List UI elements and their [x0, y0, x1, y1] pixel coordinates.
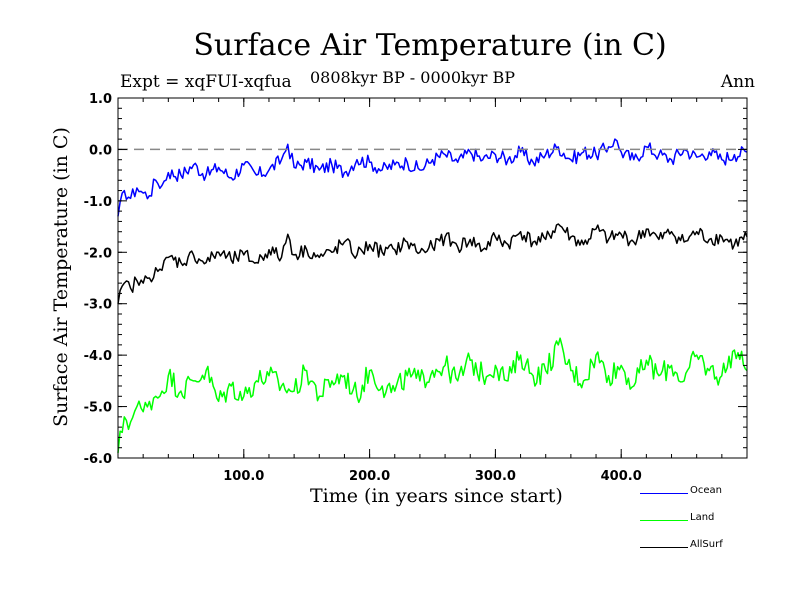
y-tick-label: -6.0 — [84, 452, 112, 467]
y-tick-label: -2.0 — [84, 246, 112, 261]
legend-label-allsurf: AllSurf — [690, 539, 723, 550]
legend-item-land: Land — [640, 507, 760, 534]
x-tick-label: 200.0 — [349, 469, 390, 484]
x-tick-label: 400.0 — [601, 469, 642, 484]
series-line-allsurf — [117, 223, 748, 304]
y-tick-label: -1.0 — [84, 195, 112, 210]
y-tick-label: -5.0 — [84, 401, 112, 416]
plot-frame — [117, 97, 748, 459]
x-tick-label: 300.0 — [475, 469, 516, 484]
legend: Ocean Land AllSurf — [640, 480, 760, 561]
x-tick-label: 100.0 — [223, 469, 264, 484]
y-tick-label: -3.0 — [84, 298, 112, 313]
legend-swatch-land — [640, 520, 688, 521]
legend-swatch-allsurf — [640, 547, 688, 548]
tick-layer: 100.0 200.0 300.0 400.0 1.0 0.0 -1.0 -2.0 -3.0 -4… — [84, 92, 747, 484]
legend-label-ocean: Ocean — [690, 485, 722, 496]
series-line-ocean — [117, 138, 748, 217]
season-label: Ann — [720, 72, 755, 92]
series-layer — [117, 138, 748, 453]
series-line-land — [117, 337, 748, 453]
legend-label-land: Land — [690, 512, 715, 523]
experiment-label: Expt = xqFUI-xqfua — [120, 72, 292, 92]
legend-swatch-ocean — [640, 493, 688, 494]
time-range-subtitle: 0808kyr BP - 0000kyr BP — [310, 68, 515, 87]
y-tick-label: -4.0 — [84, 349, 112, 364]
y-tick-label: 0.0 — [89, 143, 112, 158]
y-tick-label: 1.0 — [89, 92, 112, 107]
legend-item-allsurf: AllSurf — [640, 534, 760, 561]
legend-item-ocean: Ocean — [640, 480, 760, 507]
chart-title: Surface Air Temperature (in C) — [193, 28, 667, 63]
x-axis-label: Time (in years since start) — [310, 485, 563, 507]
